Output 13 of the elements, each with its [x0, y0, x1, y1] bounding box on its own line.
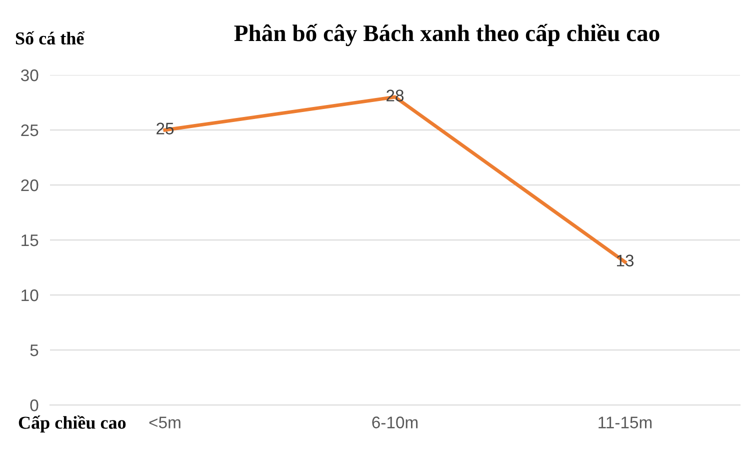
y-tick-label: 0 — [30, 399, 38, 412]
y-tick-label: 5 — [30, 344, 38, 356]
y-tick-label: 20 — [21, 179, 38, 192]
y-axis-title: Số cá thể — [16, 31, 85, 45]
x-tick-label: <5m — [149, 416, 180, 428]
y-tick-label: 15 — [22, 234, 38, 246]
x-axis-title: Cấp chiều cao — [18, 416, 126, 432]
y-tick-label: 30 — [20, 69, 38, 82]
y-tick-label: 10 — [22, 289, 38, 302]
chart-title: Phân bố cây Bách xanh theo cấp chiều cao — [234, 24, 660, 46]
y-tick-label: 25 — [21, 124, 38, 136]
x-tick-label: 11-15m — [598, 416, 652, 428]
x-tick-label: 6-10m — [372, 416, 418, 428]
